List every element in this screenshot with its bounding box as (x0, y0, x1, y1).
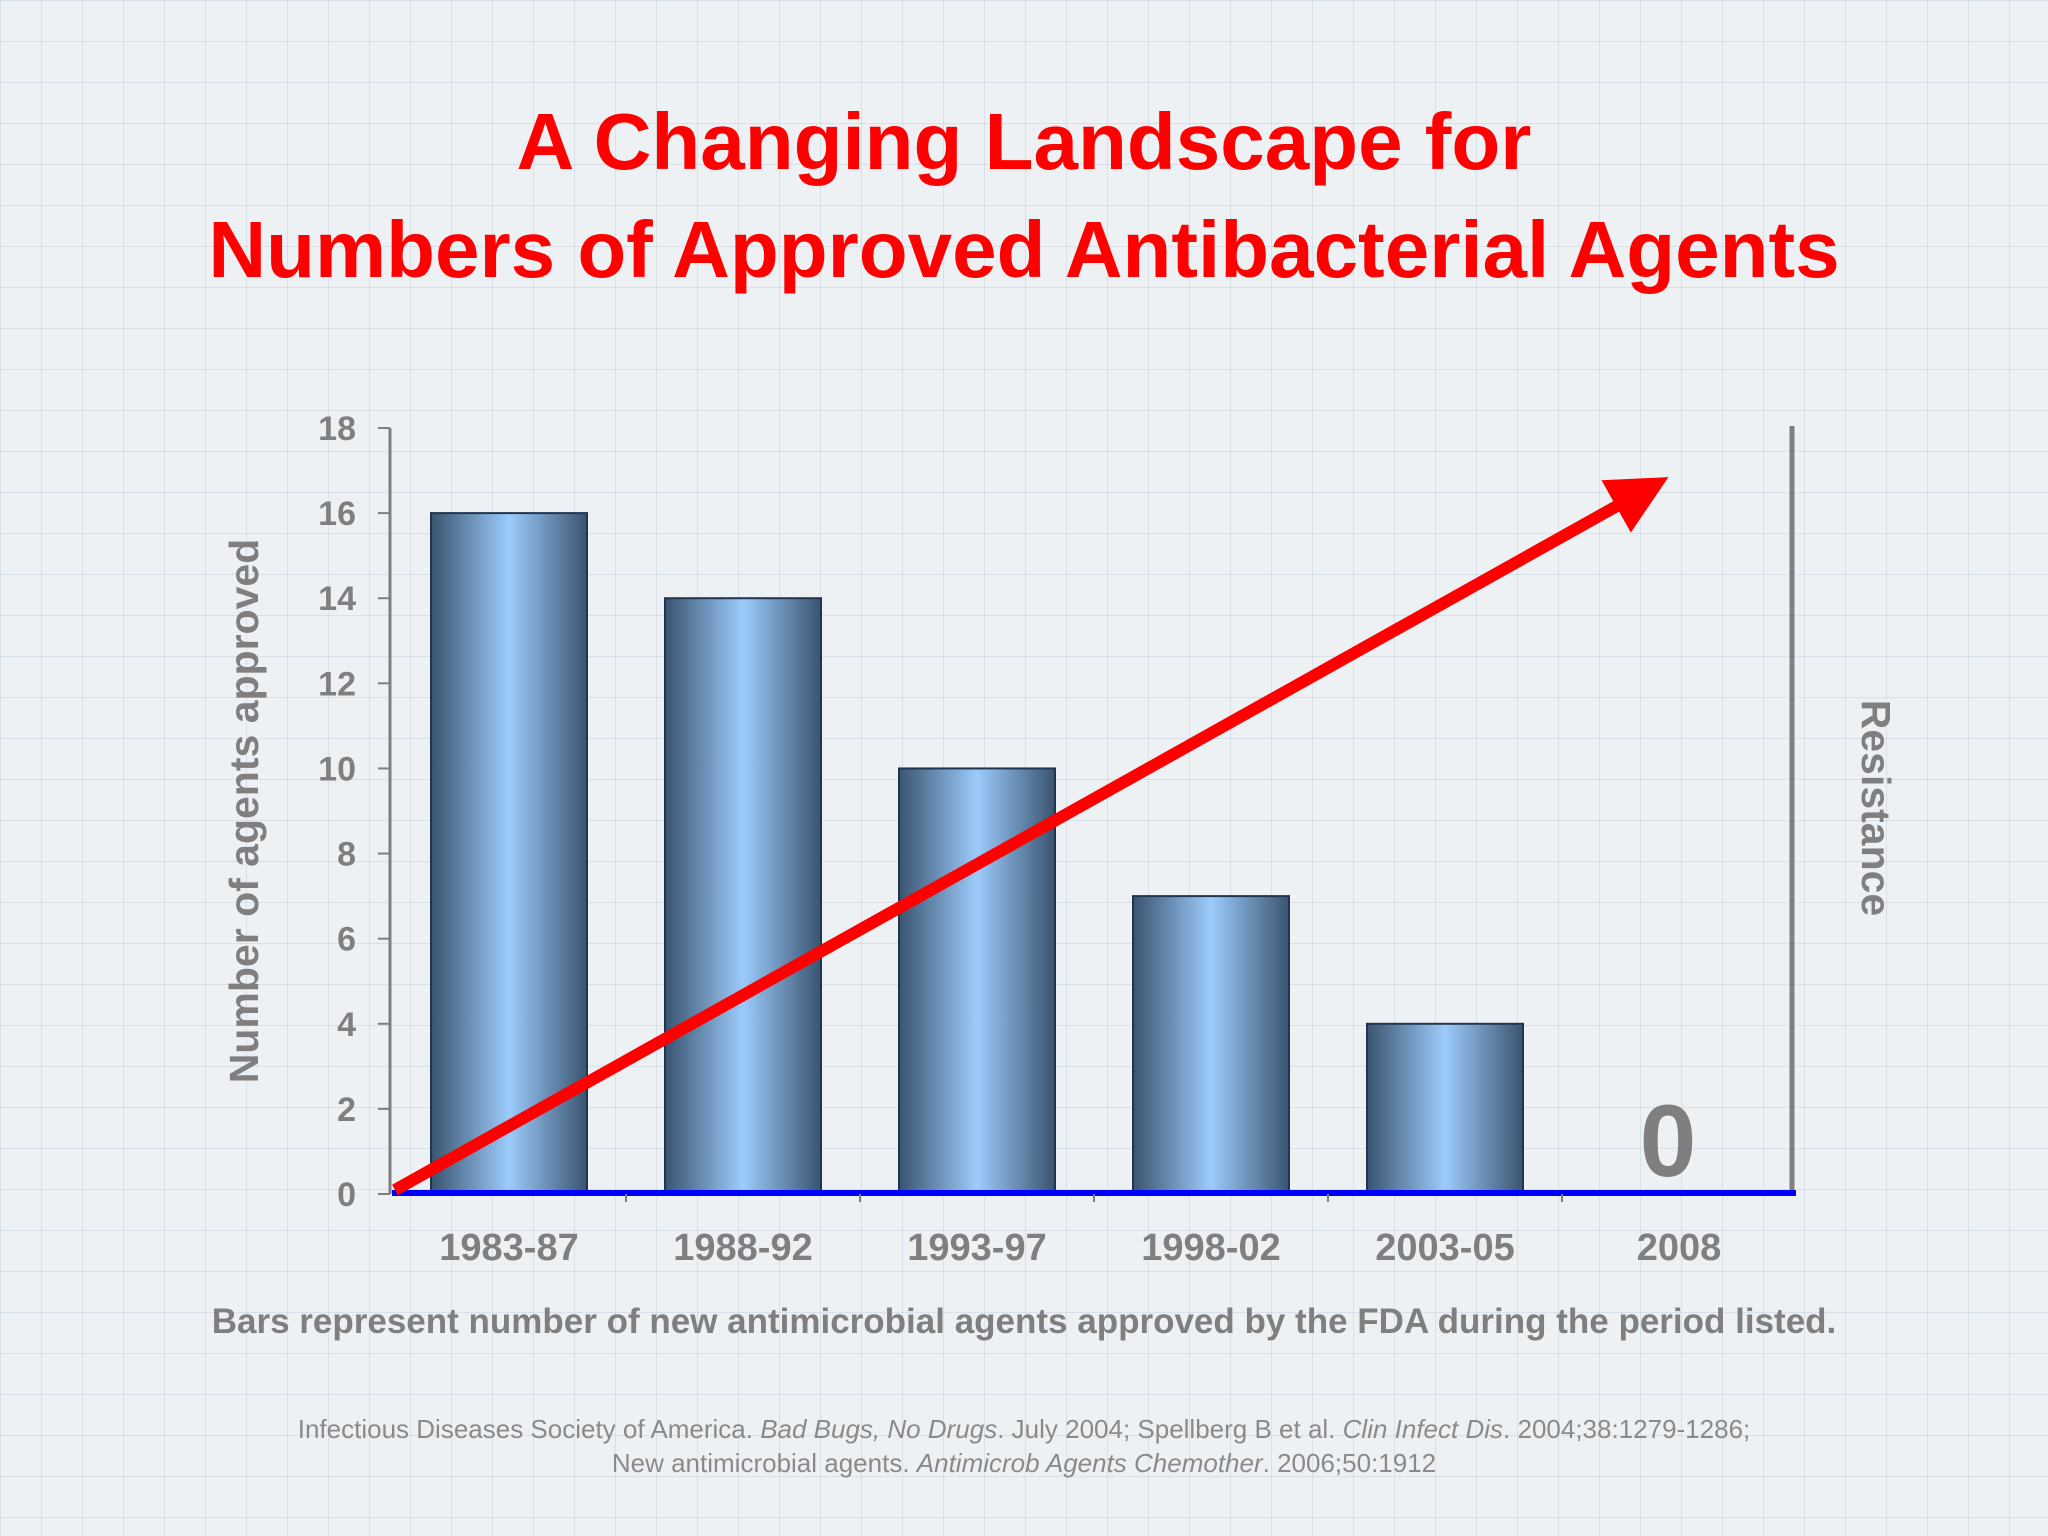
ref-title: Bad Bugs, No Drugs (760, 1414, 998, 1444)
y-tick-label: 18 (318, 410, 356, 448)
bar-2003-05 (1366, 1022, 1524, 1195)
y-tick-label: 6 (337, 921, 356, 959)
ref-text: New antimicrobial agents. (611, 1448, 917, 1478)
x-tick-label: 2003-05 (1375, 1227, 1514, 1269)
y-tick-label: 10 (318, 750, 356, 788)
slide-title: A Changing Landscape for Numbers of Appr… (0, 88, 2048, 304)
y-tick-label: 12 (318, 665, 356, 703)
ref-journal: Antimicrob Agents Chemother (916, 1448, 1263, 1478)
y-axis-label: Number of agents approved (221, 539, 267, 1083)
title-line-1: A Changing Landscape for (516, 97, 1532, 186)
ref-text: . July 2004; Spellberg B et al. (997, 1414, 1343, 1444)
y-tick-label: 4 (337, 1006, 356, 1044)
y-tick-label: 2 (337, 1091, 356, 1129)
zero-annotation: 0 (1640, 1084, 1697, 1198)
x-tick-label: 2008 (1637, 1227, 1722, 1269)
ref-text: . 2004;38:1279-1286; (1503, 1414, 1751, 1444)
ref-text: . 2006;50:1912 (1262, 1448, 1437, 1478)
resistance-trend-arrow (392, 477, 1669, 1196)
y-tick-label: 8 (337, 836, 356, 874)
title-line-2: Numbers of Approved Antibacterial Agents (208, 205, 1840, 294)
ref-journal: Clin Infect Dis (1342, 1414, 1504, 1444)
reference-line-1: Infectious Diseases Society of America. … (0, 1412, 2048, 1446)
y-tick-label: 16 (318, 495, 356, 533)
chart-caption: Bars represent number of new antimicrobi… (211, 1302, 1837, 1341)
y-tick-label: 0 (337, 1176, 356, 1214)
x-tick-label: 1983-87 (439, 1227, 578, 1269)
x-tick-label: 1993-97 (907, 1227, 1046, 1269)
y-tick-label: 14 (318, 580, 356, 618)
reference-line-2: New antimicrobial agents. Antimicrob Age… (0, 1446, 2048, 1480)
right-axis-label: Resistance (1853, 700, 1899, 917)
references: Infectious Diseases Society of America. … (0, 1412, 2048, 1480)
bar-1988-92 (664, 597, 822, 1195)
x-tick-label: 1988-92 (673, 1227, 812, 1269)
ref-text: Infectious Diseases Society of America. (297, 1414, 761, 1444)
bar-1998-02 (1132, 895, 1290, 1195)
x-tick-label: 1998-02 (1141, 1227, 1280, 1269)
